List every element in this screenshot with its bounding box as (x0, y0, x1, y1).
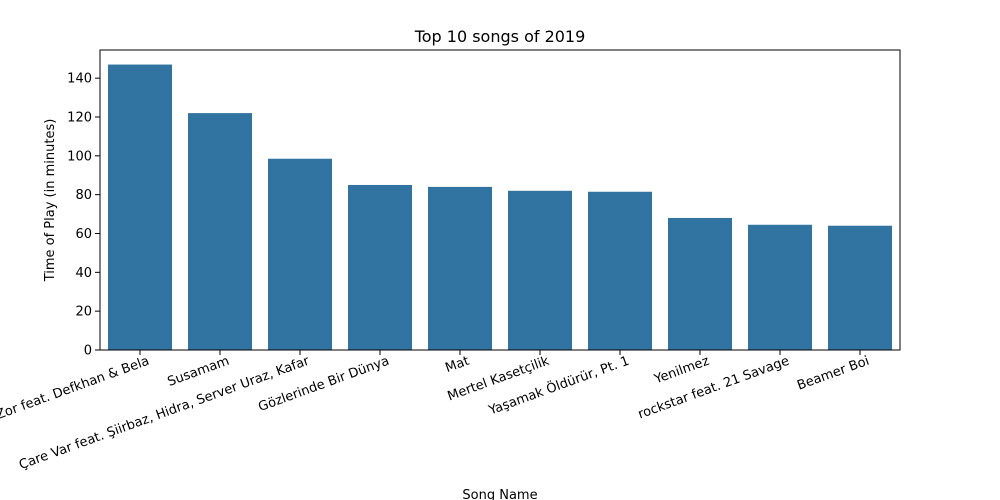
x-tick-label-7: Yaşamak Öldürür, Pt. 1 (485, 352, 631, 419)
bar-9 (748, 224, 812, 350)
bar-10 (828, 225, 892, 350)
y-tick-label-7: 140 (67, 72, 92, 87)
chart-title: Top 10 songs of 2019 (414, 27, 586, 46)
x-tick-label-8: Yenilmez (652, 354, 712, 388)
y-ticks-group: 0 20 40 60 80 100 120 140 (67, 72, 100, 359)
x-tick-label-4: Gözlerinde Bir Dünya (256, 354, 391, 415)
y-axis-title: Time of Play (in minutes) (43, 119, 58, 283)
y-tick-label-5: 100 (67, 149, 92, 164)
bar-8 (668, 217, 732, 350)
y-tick-label-1: 20 (75, 305, 92, 320)
bar-7 (588, 191, 652, 350)
y-tick-label-6: 120 (67, 110, 92, 125)
y-tick-label-2: 40 (75, 266, 92, 281)
bar-5 (428, 186, 492, 350)
bar-3 (268, 158, 332, 350)
y-tick-label-0: 0 (84, 344, 92, 359)
x-tick-label-10: Beamer Boi (795, 354, 871, 394)
x-tick-label-9: rockstar feat. 21 Savage (636, 354, 791, 423)
x-axis-title: Song Name (462, 488, 537, 500)
bar-4 (348, 184, 412, 350)
x-tick-label-5: Mat (443, 354, 471, 376)
y-tick-label-4: 80 (75, 188, 92, 203)
bar-1 (108, 64, 172, 350)
x-tick-label-3: Çare Var feat. Şiirbaz, Hidra, Server Ur… (17, 353, 312, 473)
bars-group (108, 64, 892, 350)
x-tick-label-1: Zor feat. Defkhan & Bela (0, 354, 151, 423)
bar-6 (508, 190, 572, 350)
bar-2 (188, 113, 252, 350)
plot-frame (99, 49, 901, 351)
y-tick-label-3: 60 (75, 227, 92, 242)
